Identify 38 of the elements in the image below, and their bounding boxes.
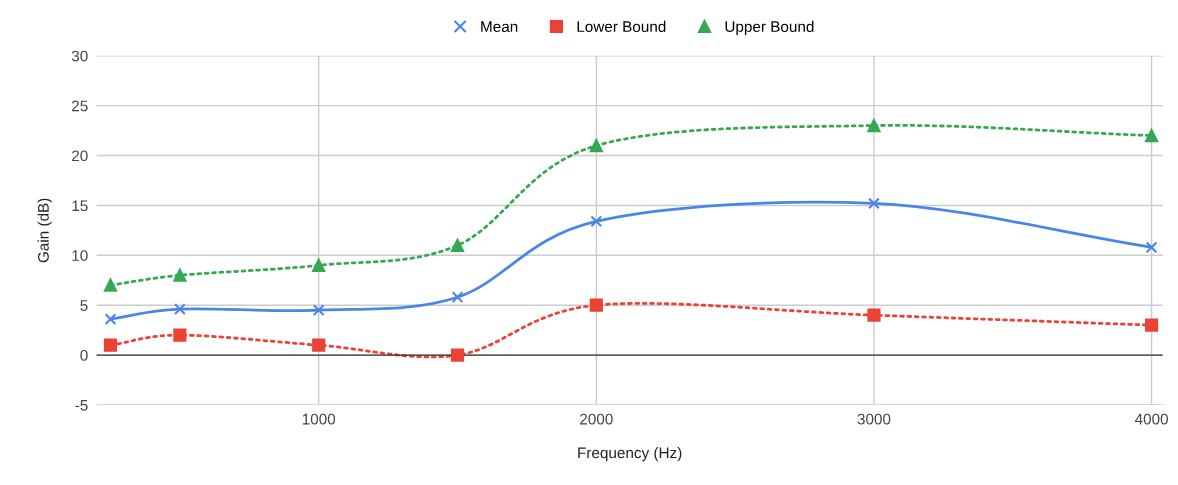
legend-label: Upper Bound bbox=[725, 20, 814, 36]
point bbox=[867, 119, 881, 133]
point bbox=[173, 268, 187, 282]
point bbox=[450, 238, 465, 252]
point bbox=[1144, 129, 1159, 143]
point bbox=[312, 338, 326, 352]
x-tick-label: 2000 bbox=[580, 413, 613, 425]
y-tick-label: 15 bbox=[72, 200, 88, 212]
y-tick-label: 25 bbox=[72, 100, 88, 112]
point bbox=[312, 304, 325, 317]
point bbox=[451, 291, 464, 304]
y-tick-label: -5 bbox=[75, 400, 88, 411]
y-axis-title: Gain (dB) bbox=[37, 198, 52, 263]
legend-label: Mean bbox=[481, 21, 518, 33]
y-tick-label: 0 bbox=[80, 349, 88, 361]
point bbox=[590, 215, 603, 228]
point bbox=[867, 308, 881, 322]
point bbox=[173, 328, 187, 342]
x-tick-label: 4000 bbox=[1134, 413, 1168, 425]
x-tick-label: 3000 bbox=[857, 413, 891, 425]
point bbox=[103, 278, 118, 292]
y-tick-label: 20 bbox=[72, 150, 88, 162]
point bbox=[103, 338, 118, 352]
y-tick-label: 10 bbox=[72, 250, 88, 261]
point bbox=[312, 258, 326, 272]
point bbox=[868, 197, 880, 210]
point bbox=[173, 303, 186, 316]
point bbox=[1144, 318, 1159, 332]
point bbox=[450, 348, 465, 362]
point bbox=[104, 313, 117, 326]
point bbox=[589, 298, 603, 312]
x-tick-label: 1000 bbox=[302, 413, 336, 425]
y-tick-label: 30 bbox=[71, 50, 88, 62]
point bbox=[589, 138, 603, 153]
x-axis-title: Frequency (Hz) bbox=[578, 446, 682, 462]
legend-label: Lower Bound bbox=[577, 20, 666, 33]
point bbox=[1145, 241, 1158, 254]
y-tick-label: 5 bbox=[80, 300, 88, 311]
